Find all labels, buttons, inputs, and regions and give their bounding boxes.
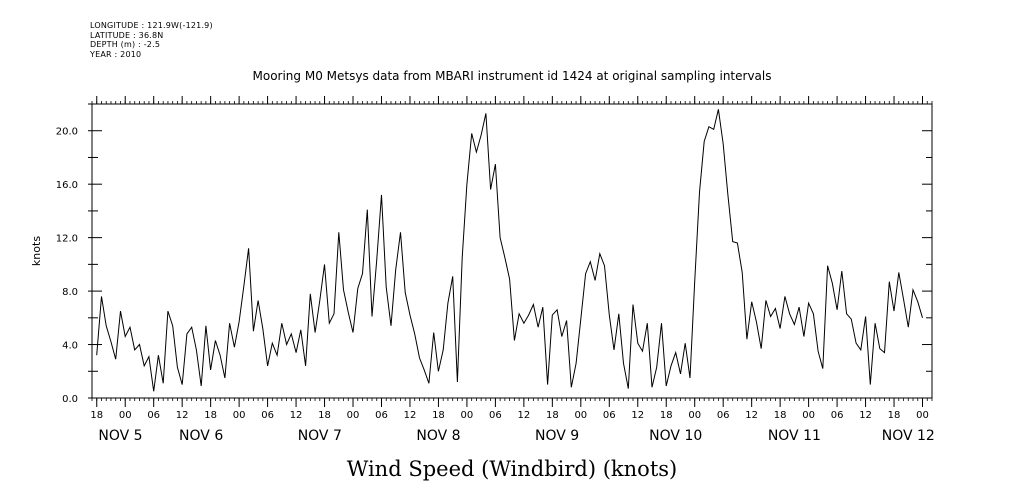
x-date-label: NOV 7 <box>298 428 342 444</box>
x-hour-label: 12 <box>404 410 417 421</box>
minor-ticks <box>91 101 933 401</box>
x-hour-label: 12 <box>290 410 303 421</box>
x-hour-label: 18 <box>546 410 559 421</box>
x-hour-label: 18 <box>204 410 217 421</box>
x-hour-label: 12 <box>859 410 872 421</box>
x-hour-label: 00 <box>347 410 360 421</box>
y-tick-label: 20.0 <box>56 127 78 138</box>
x-hour-label: 06 <box>147 410 160 421</box>
x-date-label: NOV 12 <box>882 428 935 444</box>
x-hour-label: 12 <box>745 410 758 421</box>
plot-frame <box>91 103 933 399</box>
x-axis-label: Wind Speed (Windbird) (knots) <box>347 457 677 481</box>
x-hour-label: 00 <box>233 410 246 421</box>
y-axis: 0.0 4.0 8.0 12.0 16.0 20.0 <box>56 103 932 405</box>
x-hour-label: 18 <box>90 410 103 421</box>
x-hour-label: 00 <box>119 410 132 421</box>
y-tick-label: 4.0 <box>62 341 78 352</box>
x-hour-label: 18 <box>318 410 331 421</box>
x-hour-label: 12 <box>631 410 644 421</box>
meta-latitude: LATITUDE : 36.8N <box>90 30 164 40</box>
x-hour-label: 06 <box>261 410 274 421</box>
meta-year: YEAR : 2010 <box>90 49 142 59</box>
x-hour-label: 12 <box>176 410 189 421</box>
y-axis-label: knots <box>30 236 43 266</box>
x-date-label: NOV 5 <box>98 428 142 444</box>
x-date-label: NOV 11 <box>768 428 821 444</box>
meta-depth: DEPTH (m) : -2.5 <box>90 40 161 49</box>
y-tick-label: 16.0 <box>56 180 78 191</box>
x-hour-label: 18 <box>774 410 787 421</box>
x-axis: 18 00 06 12 18 00 06 12 18 00 06 12 18 00 06 12 18 00 06 12… <box>90 96 935 444</box>
x-hour-label: 06 <box>375 410 388 421</box>
meta-longitude: LONGITUDE : 121.9W(-121.9) <box>90 21 213 30</box>
y-tick-label: 8.0 <box>62 287 78 298</box>
x-date-label: NOV 10 <box>649 428 702 444</box>
x-date-label: NOV 9 <box>535 428 579 444</box>
x-hour-label: 00 <box>461 410 474 421</box>
chart-title: Mooring M0 Metsys data from MBARI instru… <box>253 69 772 83</box>
x-hour-label: 06 <box>489 410 502 421</box>
x-hour-label: 00 <box>688 410 701 421</box>
x-hour-label: 06 <box>717 410 730 421</box>
x-hour-label: 06 <box>603 410 616 421</box>
x-hour-label: 00 <box>574 410 587 421</box>
x-hour-label: 06 <box>831 410 844 421</box>
x-hour-label: 00 <box>802 410 815 421</box>
series-line-wind-speed <box>96 109 923 392</box>
x-hour-label: 18 <box>432 410 445 421</box>
x-hour-label: 18 <box>888 410 901 421</box>
x-hour-label: 00 <box>916 410 929 421</box>
metadata-block: LONGITUDE : 121.9W(-121.9) LATITUDE : 36… <box>90 21 213 59</box>
x-hour-label: 18 <box>660 410 673 421</box>
y-tick-label: 0.0 <box>62 394 78 405</box>
x-hour-label: 12 <box>517 410 530 421</box>
y-tick-label: 12.0 <box>56 234 78 245</box>
x-date-label: NOV 6 <box>179 428 223 444</box>
x-date-label: NOV 8 <box>416 428 460 444</box>
